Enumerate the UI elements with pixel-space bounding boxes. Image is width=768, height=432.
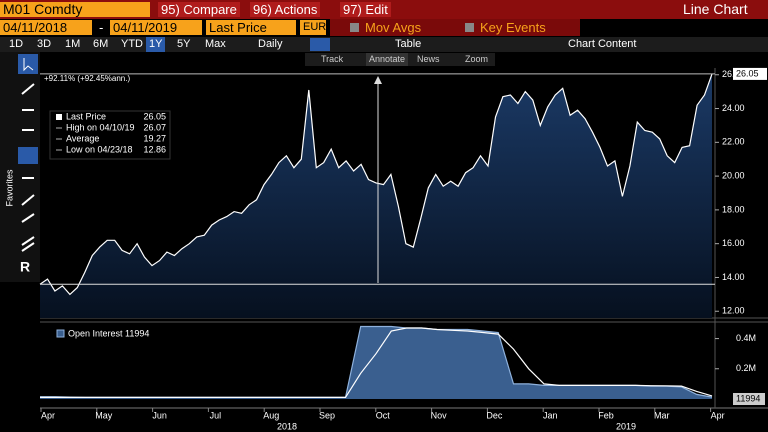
legend-value: 26.05	[143, 111, 166, 121]
favorites: Favorites	[4, 169, 14, 207]
y-tick-label: 18.00	[722, 204, 745, 214]
last-price-label: 26.05	[736, 68, 759, 78]
range-button[interactable]: 1D	[9, 38, 24, 50]
legend-label: Last Price	[66, 111, 106, 121]
last-price-box	[733, 67, 767, 80]
oi-line-line	[40, 327, 713, 398]
legend-swatch	[56, 114, 62, 120]
x-tick-label: Nov	[431, 410, 448, 420]
range-button[interactable]: YTD	[121, 38, 143, 50]
field[interactable]: Last Price	[206, 20, 296, 35]
menu-compare[interactable]: 95) Compare	[158, 2, 240, 17]
side-toolbar	[0, 52, 40, 282]
oi-legend: Open Interest 11994	[68, 328, 149, 338]
selected-tool[interactable]	[18, 147, 38, 164]
frequency[interactable]: Daily	[258, 38, 283, 50]
range-bar: Daily Table Chart Content 1D 3D 1M 6M YTD 1Y 5…	[0, 37, 768, 52]
y-tick-label: 20.00	[722, 170, 745, 180]
price-line	[39, 73, 713, 296]
mov-avgs[interactable]: Mov Avgs	[365, 20, 422, 35]
x-tick-label: Dec	[486, 410, 503, 420]
end-date[interactable]: 04/11/2019	[110, 20, 202, 35]
r-icon: R	[20, 259, 30, 275]
legend-swatch	[56, 329, 65, 338]
range-button[interactable]: 6M	[93, 38, 109, 50]
oi-area-line	[40, 325, 713, 398]
checkbox[interactable]	[465, 23, 474, 32]
legend-bg	[49, 110, 171, 160]
oi-area-fill	[40, 326, 712, 399]
y-tick-label: 22.00	[722, 137, 745, 147]
currency[interactable]: EUR	[300, 20, 326, 35]
annotation: +92.11% (+92.45%ann.)	[44, 74, 130, 83]
menu-actions[interactable]: 96) Actions	[250, 2, 321, 17]
oi-last-label: 11994	[736, 393, 760, 403]
tool-bar: Track Annotate News Zoom	[0, 52, 768, 67]
line-icon[interactable]	[310, 38, 330, 51]
legend-value: 26.07	[143, 122, 166, 132]
title-bar: M01 Comdty 95) Compare 96) Actions 97) E…	[0, 0, 768, 19]
view-name: Line Chart	[683, 1, 748, 17]
y-tick-label: 14.00	[722, 272, 745, 282]
x-tick-label: Feb	[598, 410, 614, 420]
range-button[interactable]: 5Y	[177, 38, 191, 50]
legend-label: High on 04/10/19	[66, 122, 135, 132]
year-label: 2019	[616, 421, 636, 431]
menu-edit[interactable]: 97) Edit	[340, 2, 391, 17]
range-button[interactable]: Max	[205, 38, 226, 50]
table[interactable]: Table	[395, 38, 422, 50]
price-fill	[40, 73, 712, 319]
x-tick-label: Apr	[41, 410, 55, 420]
tool[interactable]: News	[417, 54, 440, 64]
x-tick-label: Sep	[319, 410, 335, 420]
tool-icons	[21, 83, 35, 252]
settings-bg	[330, 19, 580, 36]
range-button[interactable]: 1Y	[146, 37, 166, 52]
year-label: 2018	[277, 421, 297, 431]
y-tick-label: 26.00	[722, 69, 745, 79]
x-tick-label: May	[95, 410, 113, 420]
legend-label: Low on 04/23/18	[66, 144, 133, 154]
start-date[interactable]: 04/11/2018	[0, 20, 92, 35]
y-tick-label: 12.00	[722, 306, 745, 316]
chart-content[interactable]: Chart Content	[568, 38, 637, 50]
tool[interactable]: Track	[321, 54, 344, 64]
tool[interactable]: Annotate	[366, 53, 409, 66]
range-button[interactable]: 1M	[65, 38, 81, 50]
y-tick-label: 0.2M	[736, 363, 756, 373]
annotation-arrow	[374, 76, 382, 84]
x-tick-label: Aug	[263, 410, 279, 420]
x-tick-label: Jan	[543, 410, 558, 420]
legend-label: Average	[66, 133, 99, 143]
legend-value: 19.27	[143, 133, 166, 143]
y-tick-label: 24.00	[722, 103, 745, 113]
tool[interactable]: Zoom	[465, 54, 489, 64]
x-tick-label: Mar	[654, 410, 670, 420]
date-sep: -	[99, 20, 104, 35]
y-tick-label: 0.4M	[736, 333, 756, 343]
x-tick-label: Apr	[711, 410, 725, 420]
ticker[interactable]: M01 Comdty	[0, 2, 150, 17]
settings-bar: 04/11/2018 - 04/11/2019 Last Price EUR M…	[0, 19, 768, 37]
x-tick-label: Jun	[152, 410, 167, 420]
y-tick-label: 16.00	[722, 238, 745, 248]
range-button[interactable]: 3D	[37, 38, 52, 50]
x-tick-label: Oct	[376, 410, 391, 420]
legend-value: 12.86	[143, 144, 166, 154]
oi-last-box	[733, 393, 765, 405]
checkbox[interactable]	[350, 23, 359, 32]
x-tick-label: Jul	[210, 410, 222, 420]
key-events[interactable]: Key Events	[480, 20, 546, 35]
